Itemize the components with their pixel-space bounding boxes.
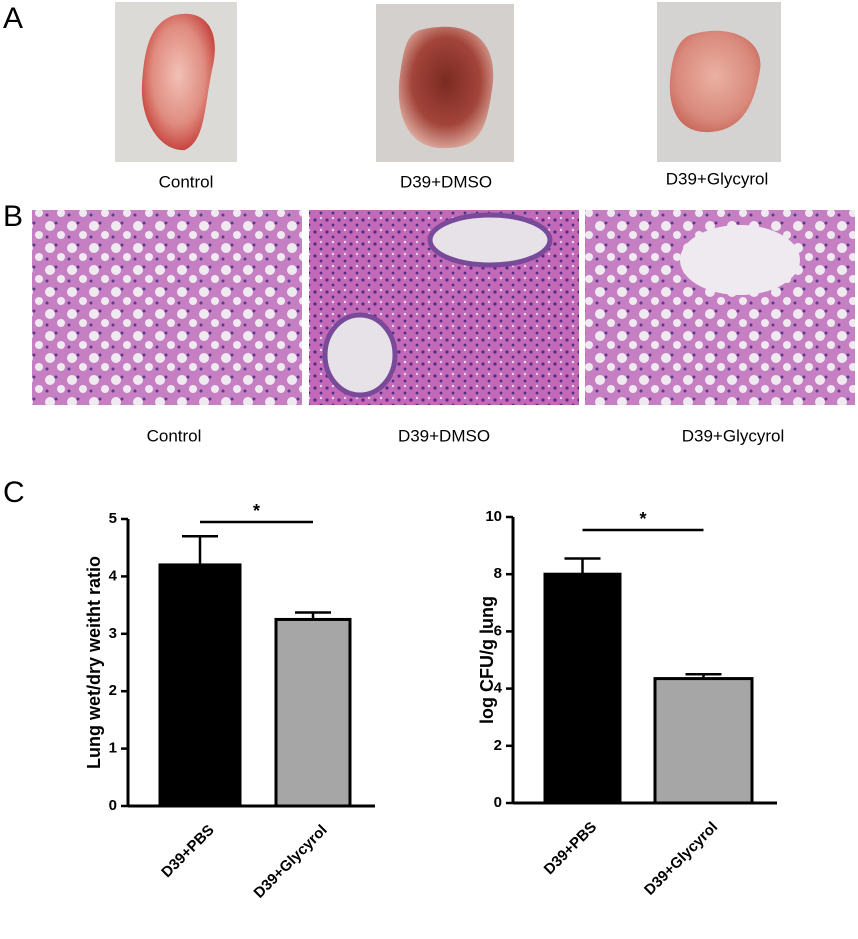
y-tick-label: 8: [494, 565, 502, 582]
lung-photo: [669, 30, 761, 133]
histology-feature: [322, 312, 398, 398]
y-tick-label: 0: [109, 797, 117, 814]
lung-photo: [398, 26, 494, 149]
y-tick-label: 1: [109, 740, 117, 757]
y-axis-label: Lung wet/dry weitht ratio: [84, 556, 104, 769]
significance-label: *: [639, 509, 646, 529]
y-tick-label: 4: [494, 680, 503, 697]
y-tick-label: 10: [485, 508, 502, 525]
y-tick-label: 4: [109, 567, 118, 584]
x-tick-label: D39+PBS: [158, 822, 217, 881]
y-tick-label: 6: [494, 622, 502, 639]
bar: [653, 677, 754, 805]
y-tick-label: 3: [109, 625, 117, 642]
x-tick-label: D39+Glycyrol: [251, 822, 331, 902]
bar: [543, 572, 622, 805]
bar: [274, 617, 352, 808]
panel-label: C: [3, 476, 25, 509]
caption: D39+Glycyrol: [666, 169, 769, 188]
caption: D39+Glycyrol: [682, 426, 785, 445]
x-tick-label: D39+Glycyrol: [641, 819, 721, 899]
panel-label: B: [3, 200, 23, 233]
caption: D39+DMSO: [400, 172, 492, 191]
y-tick-label: 2: [109, 682, 117, 699]
y-tick-label: 5: [109, 510, 117, 527]
bar: [158, 563, 242, 808]
histology-feature: [680, 225, 800, 295]
caption: Control: [159, 172, 214, 191]
y-tick-label: 2: [494, 737, 502, 754]
histology: [32, 210, 302, 405]
y-tick-label: 0: [494, 794, 502, 811]
histology-feature: [427, 212, 553, 268]
lung-photo: [141, 13, 215, 151]
x-tick-label: D39+PBS: [541, 819, 600, 878]
panel-label: A: [3, 2, 23, 35]
caption: Control: [147, 426, 202, 445]
y-axis-label: log CFU/g lung: [477, 596, 497, 724]
caption: D39+DMSO: [398, 426, 490, 445]
significance-label: *: [253, 501, 260, 521]
